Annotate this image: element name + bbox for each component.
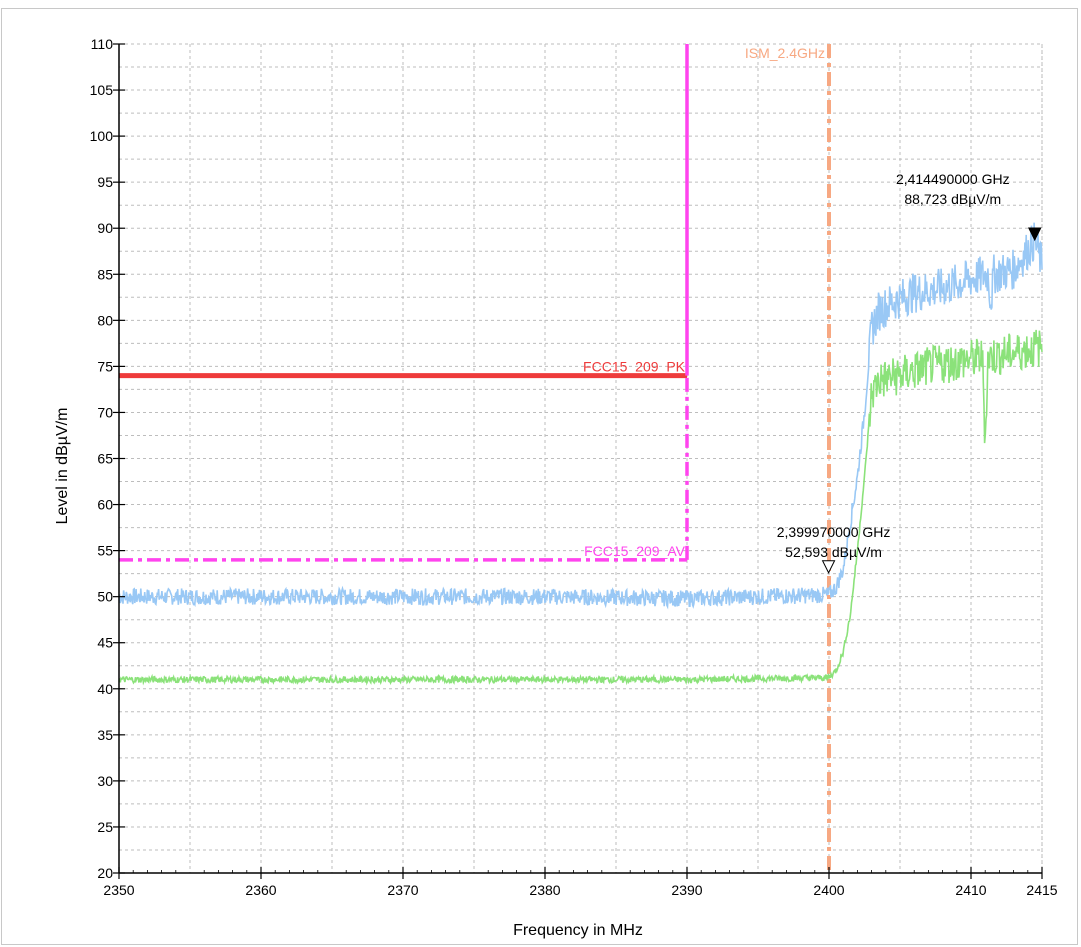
marker-frequency-label: 2,414490000 GHz (896, 171, 1010, 187)
chart-frame (1, 8, 1078, 945)
x-tick-label: 2380 (529, 882, 560, 898)
series-traces (118, 222, 1043, 686)
y-tick-label: 85 (97, 266, 113, 282)
y-tick-label: 70 (97, 404, 113, 420)
y-tick-label: 55 (97, 543, 113, 559)
marker-triangle (821, 560, 836, 574)
peak-trace (118, 222, 1043, 610)
y-tick-label: 30 (97, 773, 113, 789)
marker-level-label: 52,593 dBµV/m (785, 544, 882, 560)
y-tick-label: 25 (97, 819, 113, 835)
y-tick-label: 35 (97, 727, 113, 743)
marker-level-label: 88,723 dBµV/m (904, 191, 1001, 207)
y-tick-label: 65 (97, 451, 113, 467)
x-tick-label: 2360 (245, 882, 276, 898)
y-tick-label: 75 (97, 358, 113, 374)
x-tick-label: 2350 (103, 882, 134, 898)
y-tick-label: 110 (91, 36, 114, 52)
y-tick-label: 95 (97, 174, 113, 190)
axes: 20 25 30 35 40 45 50 55 60 65 70 75 80 85 90 95 100 105 11… (90, 36, 1058, 898)
y-tick-label: 40 (97, 681, 113, 697)
y-tick-label: 50 (97, 589, 113, 605)
average-trace (118, 329, 1043, 686)
x-axis-title: Frequency in MHz (513, 922, 643, 939)
y-tick-label: 105 (90, 82, 114, 98)
limit-line-label: FCC15_209_PK (583, 359, 686, 375)
labels: ISM_2.4GHz FCC15_209_PK FCC15_209_AV 2,3999… (583, 45, 1042, 574)
x-tick-label: 2390 (671, 882, 702, 898)
y-tick-label: 45 (97, 635, 113, 651)
y-tick-label: 100 (90, 128, 114, 144)
x-tick-label: 2410 (955, 882, 986, 898)
y-tick-label: 20 (97, 865, 113, 881)
ism-band-label: ISM_2.4GHz (745, 45, 825, 61)
limit-line-label: FCC15_209_AV (584, 543, 686, 559)
x-tick-label: 2370 (387, 882, 418, 898)
y-tick-label: 90 (97, 220, 113, 236)
x-tick-label: 2400 (813, 882, 844, 898)
y-axis-title: Level in dBµV/m (54, 408, 71, 525)
x-tick-label: 2415 (1026, 882, 1057, 898)
limit-lines (119, 44, 831, 873)
marker-triangle (1027, 227, 1042, 242)
grid (118, 43, 1043, 874)
y-tick-label: 60 (97, 497, 113, 513)
y-tick-label: 80 (97, 312, 113, 328)
marker-frequency-label: 2,399970000 GHz (777, 524, 891, 540)
